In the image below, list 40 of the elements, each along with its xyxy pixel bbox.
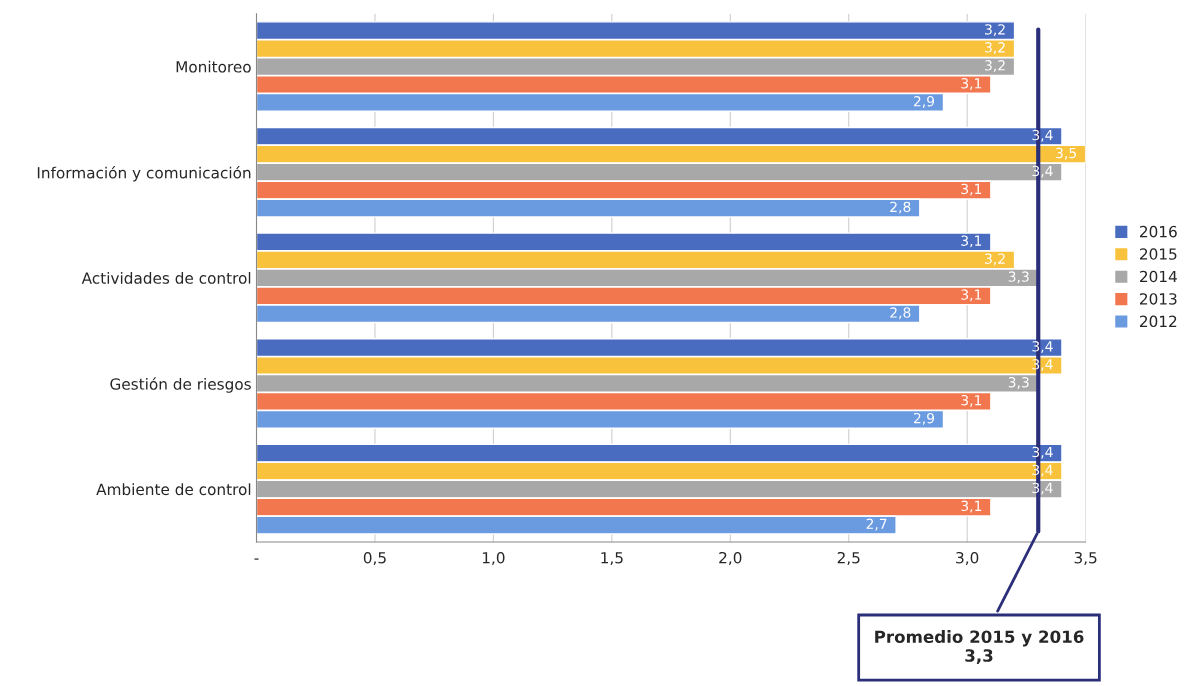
data-label: 3,1: [961, 183, 982, 196]
legend-label: 2014: [1140, 270, 1177, 283]
x-tick-label: 1,0: [482, 551, 505, 566]
data-label: 2,7: [866, 518, 887, 531]
data-label: 3,4: [1032, 341, 1053, 353]
data-label: 2,8: [890, 307, 911, 320]
x-tick-label: 1,5: [601, 552, 623, 566]
data-label: 3,1: [961, 500, 982, 513]
y-tick-label: Ambiente de control: [96, 483, 251, 496]
y-tick-label: Actividades de control: [81, 272, 251, 284]
data-label: 2,8: [890, 201, 911, 214]
legend-label: 2016: [1140, 225, 1177, 238]
legend-label: 2012: [1140, 315, 1177, 328]
data-label: 3,3: [1008, 271, 1029, 284]
data-label: 3,1: [961, 289, 982, 302]
ref-line-label: Promedio 2015 y 2016 3,3: [875, 630, 1084, 664]
data-label: 3,2: [985, 42, 1005, 55]
y-tick-label: Monitoreo: [176, 60, 251, 73]
x-tick-label: -: [254, 558, 259, 560]
data-label: 3,4: [1032, 129, 1053, 142]
legend-label: 2013: [1140, 293, 1177, 305]
legend-label: 2015: [1140, 248, 1177, 260]
data-label: 3,2: [985, 60, 1005, 72]
data-label: 3,5: [1056, 147, 1076, 160]
data-label: 2,9: [913, 412, 935, 425]
data-label: 3,1: [961, 235, 982, 248]
data-label: 3,4: [1032, 446, 1053, 459]
y-tick-label: Gestión de riesgos: [110, 377, 251, 393]
data-label: 3,2: [985, 253, 1005, 266]
x-tick-label: 0,5: [363, 551, 386, 566]
y-tick-label: Información y comunicación: [37, 166, 251, 182]
x-tick-label: 3,5: [1074, 551, 1097, 566]
data-label: 3,3: [1008, 377, 1029, 389]
x-tick-label: 2,5: [837, 551, 860, 566]
data-label: 3,1: [961, 394, 982, 407]
data-label: 2,9: [913, 95, 935, 108]
data-label: 3,1: [961, 78, 982, 90]
data-label: 3,2: [985, 24, 1005, 37]
x-tick-label: 2,0: [719, 551, 742, 566]
x-tick-label: 3,0: [956, 551, 979, 566]
